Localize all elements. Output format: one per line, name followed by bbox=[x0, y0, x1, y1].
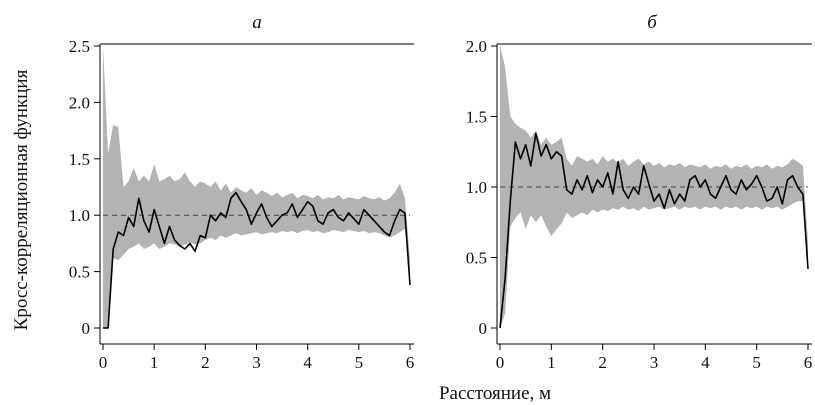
series-line bbox=[103, 191, 411, 329]
x-tick-label: 6 bbox=[804, 353, 813, 372]
x-tick-label: 0 bbox=[496, 353, 505, 372]
x-tick-label: 4 bbox=[303, 353, 312, 372]
panel-title: б bbox=[647, 12, 658, 33]
x-tick-label: 6 bbox=[406, 353, 415, 372]
y-tick-label: 1.0 bbox=[69, 206, 90, 225]
x-tick-label: 1 bbox=[547, 353, 556, 372]
y-tick-label: 1.0 bbox=[466, 178, 487, 197]
x-tick-label: 2 bbox=[598, 353, 607, 372]
x-tick-label: 1 bbox=[150, 353, 159, 372]
y-tick-label: 1.5 bbox=[69, 150, 90, 169]
y-tick-label: 0 bbox=[82, 319, 91, 338]
x-tick-label: 5 bbox=[752, 353, 761, 372]
x-tick-label: 2 bbox=[201, 353, 210, 372]
y-axis-label: Кросс-корреляционная функция bbox=[11, 69, 32, 330]
panel-b: 0 1 2 3 4 5 6 0 0.5 1.0 1.5 2.0 б bbox=[466, 12, 813, 372]
y-tick-label: 2.0 bbox=[69, 93, 90, 112]
y-tick-label: 2.5 bbox=[69, 37, 90, 56]
y-tick-label: 0.5 bbox=[69, 263, 90, 282]
y-tick-label: 2.0 bbox=[466, 37, 487, 56]
panel-title: а bbox=[252, 12, 262, 33]
series-line bbox=[499, 132, 809, 329]
y-tick-label: 0.5 bbox=[466, 249, 487, 268]
x-axis-label: Расстояние, м bbox=[439, 383, 551, 404]
y-tick-label: 0 bbox=[479, 319, 488, 338]
x-tick-label: 3 bbox=[650, 353, 659, 372]
panel-a: 0 1 2 3 4 5 6 0 0.5 1.0 1.5 2.0 2.5 а bbox=[69, 12, 415, 372]
y-tick-label: 1.5 bbox=[466, 108, 487, 127]
x-tick-label: 0 bbox=[99, 353, 108, 372]
confidence-band bbox=[103, 46, 410, 328]
x-tick-label: 5 bbox=[355, 353, 364, 372]
x-tick-label: 4 bbox=[701, 353, 710, 372]
x-tick-label: 3 bbox=[252, 353, 261, 372]
